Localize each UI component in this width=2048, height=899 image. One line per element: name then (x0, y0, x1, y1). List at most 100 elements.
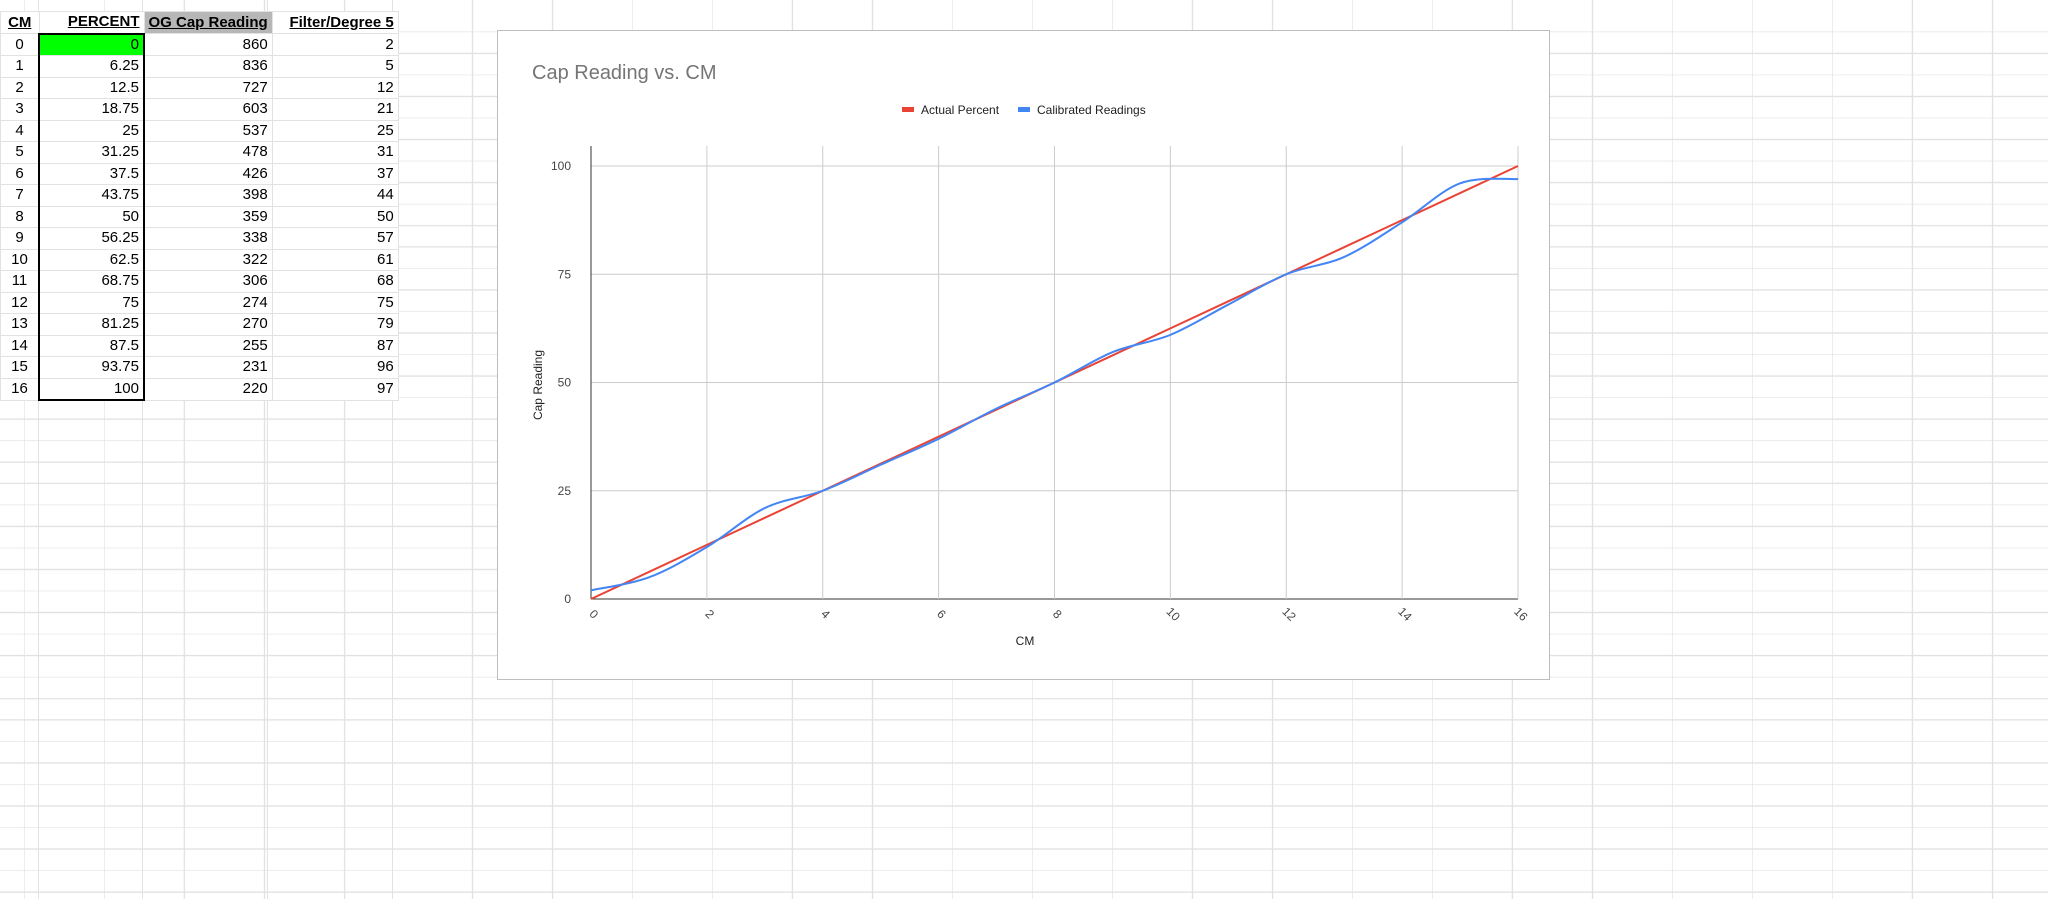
legend-label[interactable]: Actual Percent (921, 103, 1000, 117)
legend-label[interactable]: Calibrated Readings (1037, 103, 1146, 117)
cell-cm[interactable]: 4 (0, 119, 40, 142)
cell-cm[interactable]: 7 (0, 184, 40, 207)
cell-cm[interactable]: 3 (0, 98, 40, 121)
cell-filter-degree-5[interactable]: 61 (271, 248, 399, 271)
header-cm[interactable]: CM (0, 11, 40, 34)
table-row: 9 56.25 338 57 (0, 227, 399, 250)
legend-swatch (1018, 107, 1030, 112)
data-table: CM PERCENT OG Cap Reading Filter/Degree … (0, 11, 399, 401)
cell-og-cap-reading[interactable]: 306 (143, 270, 273, 293)
cell-percent[interactable]: 62.5 (38, 248, 145, 271)
cell-og-cap-reading[interactable]: 270 (143, 313, 273, 336)
cell-percent[interactable]: 25 (38, 119, 145, 142)
cell-og-cap-reading[interactable]: 255 (143, 334, 273, 357)
cell-og-cap-reading[interactable]: 322 (143, 248, 273, 271)
cell-filter-degree-5[interactable]: 31 (271, 141, 399, 164)
cell-percent[interactable]: 6.25 (38, 55, 145, 78)
cell-cm[interactable]: 9 (0, 227, 40, 250)
cell-cm[interactable]: 11 (0, 270, 40, 293)
cell-filter-degree-5[interactable]: 2 (271, 33, 399, 56)
cell-og-cap-reading[interactable]: 338 (143, 227, 273, 250)
cell-og-cap-reading[interactable]: 220 (143, 377, 273, 401)
header-og-cap-reading[interactable]: OG Cap Reading (143, 11, 273, 34)
cell-og-cap-reading[interactable]: 359 (143, 205, 273, 228)
cell-percent[interactable]: 93.75 (38, 356, 145, 379)
y-tick-label: 0 (564, 592, 571, 606)
cell-og-cap-reading[interactable]: 860 (143, 33, 273, 56)
x-tick-label: 4 (818, 607, 833, 622)
cell-percent[interactable]: 56.25 (38, 227, 145, 250)
table-row: 11 68.75 306 68 (0, 270, 399, 293)
cell-filter-degree-5[interactable]: 87 (271, 334, 399, 357)
cell-cm[interactable]: 10 (0, 248, 40, 271)
cell-cm[interactable]: 14 (0, 334, 40, 357)
cell-cm[interactable]: 12 (0, 291, 40, 314)
cell-og-cap-reading[interactable]: 478 (143, 141, 273, 164)
cell-og-cap-reading[interactable]: 231 (143, 356, 273, 379)
header-percent[interactable]: PERCENT (38, 11, 145, 34)
series-lines (590, 165, 1519, 600)
cell-og-cap-reading[interactable]: 727 (143, 76, 273, 99)
cell-og-cap-reading[interactable]: 274 (143, 291, 273, 314)
cell-filter-degree-5[interactable]: 75 (271, 291, 399, 314)
cell-filter-degree-5[interactable]: 68 (271, 270, 399, 293)
cell-cm[interactable]: 0 (0, 33, 40, 56)
cell-filter-degree-5[interactable]: 97 (271, 377, 399, 401)
cell-filter-degree-5[interactable]: 37 (271, 162, 399, 185)
x-tick-label: 8 (1050, 607, 1065, 622)
cell-cm[interactable]: 6 (0, 162, 40, 185)
cell-percent[interactable]: 18.75 (38, 98, 145, 121)
cell-filter-degree-5[interactable]: 57 (271, 227, 399, 250)
cell-og-cap-reading[interactable]: 836 (143, 55, 273, 78)
chart-title: Cap Reading vs. CM (532, 62, 717, 84)
table-row: 0 0 860 2 (0, 32, 399, 56)
table-row: 1 6.25 836 5 (0, 55, 399, 78)
header-filter-degree-5[interactable]: Filter/Degree 5 (271, 11, 399, 34)
legend: Actual Percent Calibrated Readings (902, 103, 1146, 117)
table-row: 5 31.25 478 31 (0, 141, 399, 164)
cell-filter-degree-5[interactable]: 21 (271, 98, 399, 121)
header-row: CM PERCENT OG Cap Reading Filter/Degree … (0, 11, 399, 34)
table-row: 4 25 537 25 (0, 119, 399, 142)
column-divider (267, 0, 268, 899)
cell-percent[interactable]: 75 (38, 291, 145, 314)
cell-og-cap-reading[interactable]: 426 (143, 162, 273, 185)
cell-percent[interactable]: 31.25 (38, 141, 145, 164)
cell-filter-degree-5[interactable]: 5 (271, 55, 399, 78)
cell-cm[interactable]: 5 (0, 141, 40, 164)
x-tick-label: 6 (934, 607, 949, 622)
cell-filter-degree-5[interactable]: 25 (271, 119, 399, 142)
cell-filter-degree-5[interactable]: 96 (271, 356, 399, 379)
cell-filter-degree-5[interactable]: 79 (271, 313, 399, 336)
cell-filter-degree-5[interactable]: 12 (271, 76, 399, 99)
cell-cm[interactable]: 8 (0, 205, 40, 228)
x-tick-label: 12 (1279, 604, 1299, 624)
cell-percent[interactable]: 87.5 (38, 334, 145, 357)
cell-filter-degree-5[interactable]: 50 (271, 205, 399, 228)
cell-cm[interactable]: 2 (0, 76, 40, 99)
cell-og-cap-reading[interactable]: 398 (143, 184, 273, 207)
cell-cm[interactable]: 1 (0, 55, 40, 78)
cell-percent[interactable]: 43.75 (38, 184, 145, 207)
cell-filter-degree-5[interactable]: 44 (271, 184, 399, 207)
table-row: 2 12.5 727 12 (0, 76, 399, 99)
cell-percent[interactable]: 100 (38, 377, 145, 401)
table-row: 7 43.75 398 44 (0, 184, 399, 207)
table-row: 6 37.5 426 37 (0, 162, 399, 185)
cell-percent[interactable]: 37.5 (38, 162, 145, 185)
series-line-calibrated-readings[interactable] (590, 177, 1519, 592)
x-tick-label: 14 (1395, 604, 1415, 624)
cell-cm[interactable]: 15 (0, 356, 40, 379)
x-tick-label: 10 (1164, 604, 1184, 624)
cell-og-cap-reading[interactable]: 603 (143, 98, 273, 121)
cell-percent[interactable]: 0 (38, 32, 145, 56)
chart[interactable]: Cap Reading vs. CM Actual Percent Calibra… (497, 30, 1550, 680)
cell-percent[interactable]: 81.25 (38, 313, 145, 336)
cell-cm[interactable]: 16 (0, 377, 40, 401)
x-tick-label: 2 (702, 607, 717, 622)
cell-percent[interactable]: 50 (38, 205, 145, 228)
cell-percent[interactable]: 12.5 (38, 76, 145, 99)
cell-percent[interactable]: 68.75 (38, 270, 145, 293)
cell-og-cap-reading[interactable]: 537 (143, 119, 273, 142)
cell-cm[interactable]: 13 (0, 313, 40, 336)
